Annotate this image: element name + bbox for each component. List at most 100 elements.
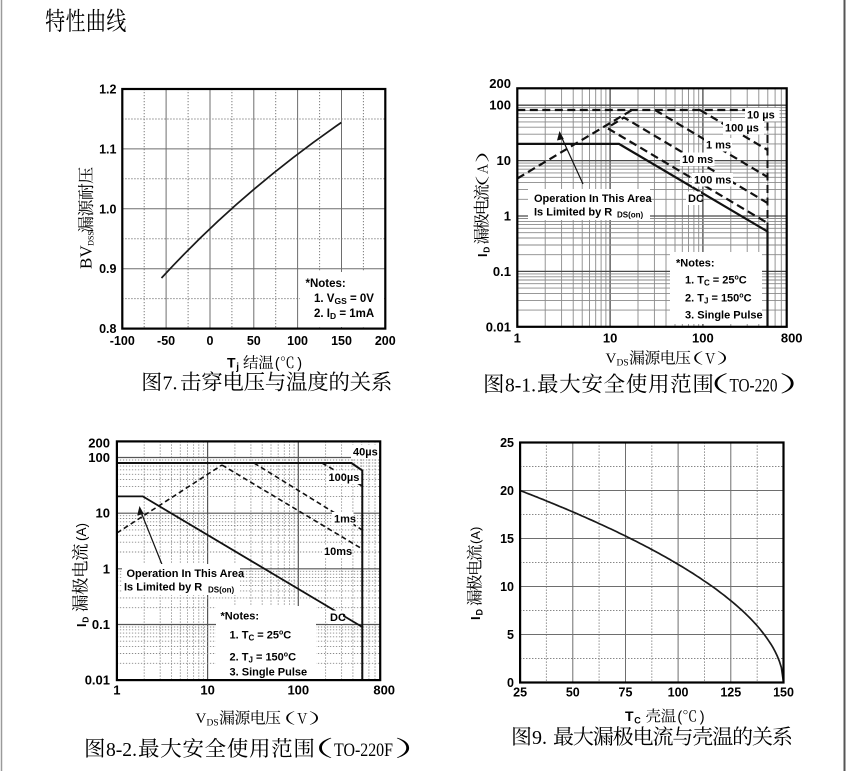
svg-text:Is Limited by R: Is Limited by R (534, 207, 612, 219)
svg-text:T: T (227, 355, 236, 371)
svg-text:I: I (75, 624, 89, 627)
svg-text:*Notes:: *Notes: (306, 278, 346, 290)
svg-text:V: V (606, 351, 617, 367)
svg-text:Is Limited by R: Is Limited by R (124, 582, 202, 594)
svg-text:I: I (468, 616, 483, 620)
svg-text:7.: 7. (163, 373, 178, 395)
svg-text:100: 100 (88, 450, 110, 465)
svg-text:25: 25 (513, 685, 527, 699)
svg-text:(: ( (677, 710, 682, 726)
svg-text:DS(on): DS(on) (208, 586, 235, 595)
svg-text:100µs: 100µs (329, 472, 360, 484)
svg-text:1. TC = 25oC: 1. TC = 25oC (230, 630, 292, 643)
svg-text:20: 20 (500, 484, 514, 498)
svg-text:DSS: DSS (87, 231, 96, 246)
svg-text:10: 10 (603, 331, 617, 346)
svg-text:10: 10 (96, 506, 110, 521)
svg-text:100: 100 (668, 685, 689, 699)
svg-text:75: 75 (619, 685, 633, 699)
svg-text:3. Single Pulse: 3. Single Pulse (685, 310, 763, 322)
svg-text:10: 10 (497, 153, 511, 168)
svg-text:DC: DC (688, 193, 704, 205)
svg-text:200: 200 (489, 76, 511, 91)
svg-text:1: 1 (103, 561, 110, 576)
svg-text:0.1: 0.1 (92, 617, 110, 632)
svg-text:100 ms: 100 ms (694, 175, 731, 187)
svg-text:1.0: 1.0 (99, 202, 116, 216)
svg-text:*Notes:: *Notes: (676, 258, 715, 270)
svg-text:50: 50 (566, 685, 580, 699)
svg-text:(A): (A) (468, 527, 483, 544)
svg-text:150: 150 (773, 685, 794, 699)
svg-text:V: V (196, 711, 207, 727)
svg-text:*Notes:: *Notes: (221, 611, 260, 623)
svg-text:I: I (476, 254, 490, 257)
svg-text:DS: DS (617, 359, 629, 369)
svg-text:0: 0 (507, 676, 514, 690)
svg-text:9.: 9. (532, 727, 547, 749)
svg-text:1: 1 (113, 683, 120, 698)
svg-text:1.1: 1.1 (99, 142, 116, 156)
svg-text:DS: DS (207, 719, 219, 729)
svg-text:100: 100 (287, 334, 308, 348)
svg-text:TO-220: TO-220 (730, 376, 778, 397)
svg-text:0.9: 0.9 (99, 262, 116, 276)
svg-text:1: 1 (514, 331, 521, 346)
svg-text:D: D (481, 247, 491, 253)
svg-text:-50: -50 (157, 334, 175, 348)
svg-text:200: 200 (88, 436, 110, 451)
svg-text:800: 800 (373, 683, 395, 698)
svg-text:1: 1 (504, 209, 511, 224)
svg-text:125: 125 (720, 685, 741, 699)
svg-text:8-1.: 8-1. (505, 375, 536, 397)
svg-text:2. TJ = 150oC: 2. TJ = 150oC (685, 293, 752, 306)
svg-text:50: 50 (247, 334, 261, 348)
svg-text:TO-220F: TO-220F (334, 740, 393, 761)
svg-text:100: 100 (692, 331, 714, 346)
svg-text:0.1: 0.1 (493, 264, 511, 279)
svg-text:100: 100 (489, 98, 511, 113)
svg-text:2. TJ = 150oC: 2. TJ = 150oC (230, 652, 297, 665)
svg-text:0.8: 0.8 (99, 322, 116, 336)
svg-text:3. Single Pulse: 3. Single Pulse (230, 667, 308, 679)
svg-text:10 ms: 10 ms (682, 154, 713, 166)
svg-text:(: ( (275, 356, 280, 372)
svg-text:0.01: 0.01 (486, 319, 511, 334)
svg-text:-100: -100 (110, 334, 135, 348)
svg-text:): ) (700, 710, 705, 726)
svg-text:100: 100 (287, 683, 309, 698)
svg-text:BV: BV (77, 245, 96, 269)
svg-text:DC: DC (330, 612, 346, 624)
svg-text:150: 150 (331, 334, 352, 348)
svg-text:200: 200 (375, 334, 396, 348)
svg-text:D: D (80, 617, 90, 623)
svg-text:1.2: 1.2 (99, 83, 116, 97)
svg-text:8-2.: 8-2. (106, 739, 137, 761)
svg-text:0.01: 0.01 (85, 673, 110, 688)
svg-text:1ms: 1ms (334, 514, 356, 526)
svg-text:): ) (297, 356, 302, 372)
svg-text:DS(on): DS(on) (617, 211, 644, 220)
svg-text:D: D (475, 609, 485, 616)
svg-text:5: 5 (507, 628, 514, 642)
svg-text:C: C (634, 716, 641, 726)
svg-text:800: 800 (781, 331, 803, 346)
svg-text:15: 15 (500, 532, 514, 546)
svg-text:1. TC = 25oC: 1. TC = 25oC (685, 275, 747, 288)
svg-text:Operation In This Area: Operation In This Area (127, 568, 245, 580)
svg-text:1. VGS = 0V: 1. VGS = 0V (314, 293, 374, 306)
svg-text:10: 10 (500, 580, 514, 594)
svg-text:1 ms: 1 ms (706, 140, 731, 152)
svg-text:Operation In This Area: Operation In This Area (534, 193, 652, 205)
svg-text:T: T (625, 708, 634, 724)
svg-text:10ms: 10ms (324, 546, 352, 558)
svg-text:10: 10 (200, 683, 214, 698)
svg-text:100 µs: 100 µs (725, 123, 759, 135)
svg-text:(A): (A) (74, 523, 89, 541)
svg-text:25: 25 (500, 436, 514, 450)
svg-text:10 µs: 10 µs (747, 110, 775, 122)
svg-text:j: j (235, 362, 239, 373)
svg-text:0: 0 (207, 334, 214, 348)
svg-text:2. ID = 1mA: 2. ID = 1mA (314, 308, 374, 321)
svg-text:40µs: 40µs (353, 447, 378, 459)
